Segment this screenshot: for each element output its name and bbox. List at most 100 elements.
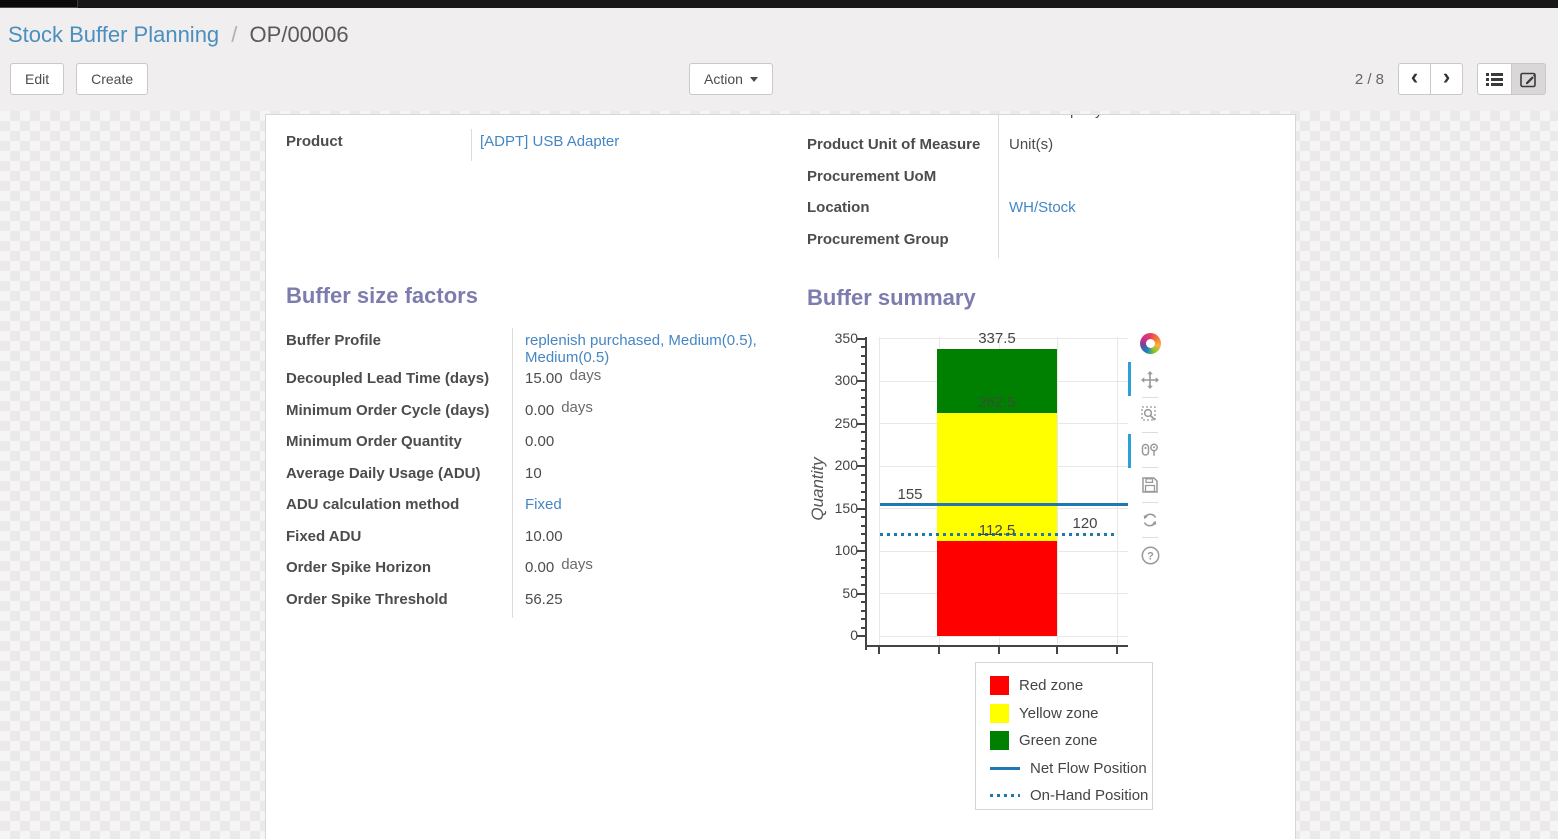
edit-button[interactable]: Edit — [10, 63, 65, 95]
y-minor-tick — [861, 584, 866, 587]
compare-data-icon[interactable] — [1138, 437, 1162, 463]
y-minor-tick — [861, 354, 866, 357]
legend-item[interactable]: Yellow zone — [976, 700, 1152, 728]
chart-annotation: 337.5 — [978, 330, 1016, 348]
plotly-logo-icon[interactable] — [1139, 333, 1161, 354]
breadcrumb-parent-link[interactable]: Stock Buffer Planning — [8, 22, 220, 47]
chevron-left-icon: ‹ — [1410, 64, 1419, 89]
field-label: Product — [286, 133, 343, 150]
bar-segment-green-zone — [937, 349, 1057, 414]
bar-segment-red-zone — [937, 540, 1057, 637]
y-minor-tick — [861, 473, 866, 476]
action-dropdown-button[interactable]: Action — [689, 63, 773, 95]
field-value: 0.00 days — [512, 555, 778, 587]
field-row: Location WH/Stock — [807, 195, 1294, 227]
pager-button-group: ‹ › — [1398, 63, 1463, 95]
field-label: Procurement UoM — [807, 167, 937, 185]
navbar-active-tab — [0, 0, 78, 8]
field-value: 0.00 days — [512, 397, 778, 429]
field-value-link[interactable]: Fixed — [525, 496, 562, 513]
field-value-link[interactable]: WH/Stock — [1009, 199, 1076, 216]
y-minor-tick — [861, 609, 866, 612]
reset-axes-icon[interactable] — [1138, 507, 1162, 533]
bar-segment-yellow-zone — [937, 413, 1057, 541]
legend-swatch — [990, 766, 1020, 770]
modebar-divider — [1142, 432, 1158, 433]
view-switch-list-button[interactable] — [1477, 63, 1512, 95]
y-minor-tick — [861, 601, 866, 604]
form-icon — [1520, 72, 1536, 87]
field-row: Order Spike Threshold 56.25 — [286, 586, 791, 618]
uom-suffix: days — [561, 556, 593, 573]
legend-label: Net Flow Position — [1030, 759, 1147, 777]
view-switch-form-button[interactable] — [1511, 63, 1546, 95]
caret-down-icon — [749, 76, 758, 82]
chart-annotation: 120 — [1072, 515, 1098, 533]
y-tick-label: 100 — [834, 542, 858, 559]
field-value: [ADPT] USB Adapter — [471, 129, 791, 161]
y-minor-tick — [861, 516, 866, 519]
field-row: ADU calculation method Fixed — [286, 492, 791, 524]
create-button[interactable]: Create — [76, 63, 149, 95]
field-row: Fixed ADU 10.00 — [286, 523, 791, 555]
pager-next-button[interactable]: › — [1430, 63, 1463, 95]
modebar-divider — [1142, 537, 1158, 538]
y-minor-tick — [861, 397, 866, 400]
y-minor-tick — [861, 490, 866, 493]
y-axis-line — [865, 337, 867, 650]
legend-item[interactable]: Net Flow Position — [976, 755, 1152, 783]
help-icon[interactable]: ? — [1138, 542, 1162, 568]
pager-value[interactable]: 2 / 8 — [1354, 70, 1384, 88]
y-minor-tick — [861, 626, 866, 629]
y-major-tick — [857, 465, 866, 468]
y-tick-label: 200 — [834, 457, 858, 474]
y-minor-tick — [861, 541, 866, 544]
y-tick-label: 250 — [834, 414, 858, 431]
y-major-tick — [857, 507, 866, 510]
pan-icon[interactable] — [1138, 367, 1162, 393]
legend-swatch — [990, 703, 1009, 723]
y-minor-tick — [861, 371, 866, 374]
field-value-link[interactable]: replenish purchased, Medium(0.5), Medium… — [525, 332, 757, 366]
field-value-link[interactable]: [ADPT] USB Adapter — [480, 133, 620, 150]
legend-item[interactable]: Red zone — [976, 672, 1152, 700]
pager-previous-button[interactable]: ‹ — [1398, 63, 1431, 95]
field-label: Product Unit of Measure — [807, 136, 981, 153]
y-minor-tick — [861, 346, 866, 349]
field-label: Minimum Order Quantity — [286, 433, 462, 450]
y-minor-tick — [861, 448, 866, 451]
field-value: 10.00 — [512, 523, 778, 555]
y-tick-label: 50 — [842, 584, 858, 601]
legend-item[interactable]: Green zone — [976, 727, 1152, 755]
field-value: WH/Stock — [998, 195, 1294, 227]
x-tick — [878, 647, 880, 654]
field-label: Order Spike Horizon — [286, 559, 432, 576]
y-major-tick — [857, 592, 866, 595]
y-minor-tick — [861, 575, 866, 578]
chart-legend: Red zone Yellow zone Green zone Net Flow Po… — [975, 662, 1153, 810]
x-gridline — [879, 337, 880, 645]
control-panel-buttons-row: Edit Create Action 2 / 8 ‹ › — [8, 63, 1548, 95]
product-info-left-group: Product [ADPT] USB Adapter — [286, 129, 791, 161]
field-value — [998, 163, 1294, 195]
y-tick-label: 0 — [850, 627, 858, 644]
legend-item[interactable]: On-Hand Position — [976, 782, 1152, 810]
on-hand-position-line — [880, 532, 1118, 536]
field-row: Procurement Group — [807, 226, 1294, 258]
y-minor-tick — [861, 456, 866, 459]
top-navbar — [0, 0, 1558, 8]
buffer-summary-chart: Quantity 0 50 100 150 200 250 300 350 337.5 262.5… — [808, 327, 1170, 832]
field-label: Decoupled Lead Time (days) — [286, 370, 490, 387]
modebar-divider — [1142, 502, 1158, 503]
y-gridline — [880, 338, 1128, 340]
uom-suffix: days — [569, 367, 602, 384]
net-flow-position-line — [880, 503, 1128, 507]
y-minor-tick — [861, 405, 866, 408]
box-zoom-icon[interactable] — [1138, 402, 1162, 428]
y-tick-label: 150 — [834, 499, 858, 516]
uom-suffix: days — [561, 398, 593, 416]
save-image-icon[interactable] — [1138, 472, 1162, 498]
y-tick-label: 350 — [834, 329, 858, 346]
field-label: Order Spike Threshold — [286, 590, 448, 608]
y-minor-tick — [861, 388, 866, 391]
